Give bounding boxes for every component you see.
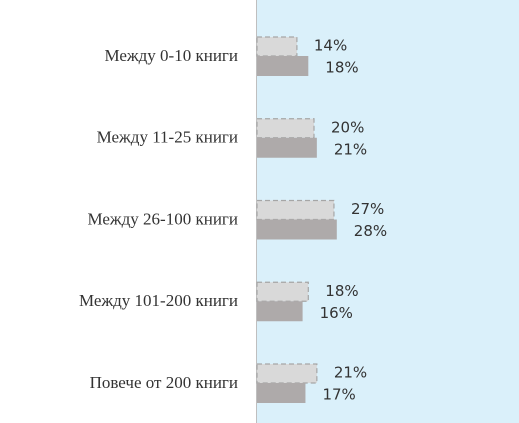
category-label: Между 101-200 книги: [79, 291, 238, 310]
value-label: 14%: [314, 37, 347, 55]
value-label: 20%: [331, 118, 364, 136]
category-label: Между 26-100 книги: [87, 209, 238, 228]
bar: [256, 363, 318, 384]
bar: [257, 301, 303, 322]
category-label: Повече от 200 книги: [90, 373, 238, 392]
value-label: 16%: [320, 304, 353, 322]
bar: [256, 36, 298, 57]
bar: [257, 137, 317, 158]
bar: [257, 383, 306, 403]
category-label: Между 11-25 книги: [97, 128, 238, 147]
value-label: 18%: [325, 282, 358, 300]
category-label: Между 0-10 книги: [104, 46, 238, 65]
value-label: 21%: [334, 364, 367, 382]
value-label: 17%: [322, 386, 355, 404]
bar: [256, 199, 335, 221]
value-label: 28%: [354, 222, 387, 240]
value-label: 18%: [325, 59, 358, 77]
bar: [256, 118, 315, 139]
bar: [257, 56, 309, 76]
value-label: 21%: [334, 140, 367, 158]
bar: [257, 219, 337, 240]
value-label: 27%: [351, 200, 384, 218]
bar: [256, 281, 309, 302]
